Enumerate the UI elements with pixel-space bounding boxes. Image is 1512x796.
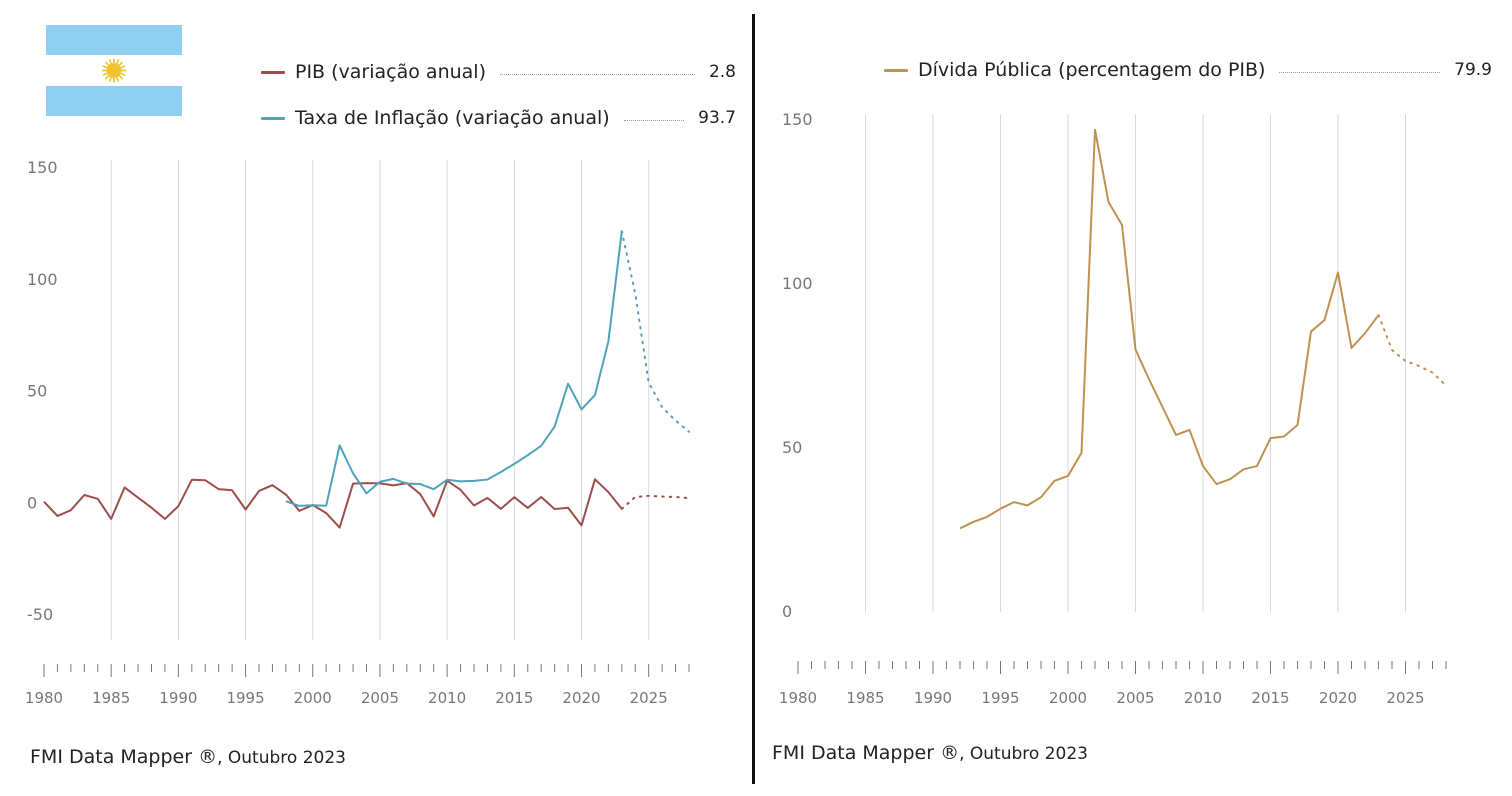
x-tick-label: 2015	[495, 689, 533, 707]
x-tick-label: 2005	[1116, 689, 1154, 707]
x-tick-label: 1990	[159, 689, 197, 707]
x-tick-label: 1990	[914, 689, 952, 707]
x-tick-label: 1985	[846, 689, 884, 707]
y-tick-label: 0	[27, 493, 37, 512]
chart-growth-inflation: 1980 1985 1990 1995 2000 2005 2010 2015 2020 2025…	[25, 158, 690, 707]
footer-date: , Outubro 2023	[959, 744, 1088, 764]
x-tick-label: 1995	[981, 689, 1019, 707]
y-tick-label: 150	[27, 158, 58, 177]
y-tick-label: 50	[27, 382, 47, 401]
legend-value-inflation: 93.7	[698, 108, 736, 128]
x-tick-label: 2010	[1184, 689, 1222, 707]
panel-divider	[752, 14, 755, 784]
y-tick-label: 100	[27, 270, 58, 289]
x-tick-label: 2020	[562, 689, 600, 707]
legend-value-pib: 2.8	[708, 62, 736, 82]
y-tick-label: 150	[782, 110, 813, 129]
series-projection-line	[620, 494, 690, 510]
footer-source: FMI Data Mapper ®	[30, 746, 218, 768]
y-tick-label: -50	[27, 605, 53, 624]
x-tick-label: 1985	[92, 689, 130, 707]
x-tick-label: 1980	[779, 689, 817, 707]
x-tick-label: 2010	[428, 689, 466, 707]
argentina-flag-icon	[46, 25, 182, 116]
x-tick-label: 2025	[1386, 689, 1424, 707]
footer-date: , Outubro 2023	[217, 748, 346, 768]
legend-leader-dots	[1279, 71, 1441, 73]
legend-leader-dots	[499, 73, 695, 75]
legend-item-inflation: Taxa de Inflação (variação anual) 93.7	[261, 103, 736, 133]
legend-item-debt: Dívida Pública (percentagem do PIB) 79.9	[884, 55, 1492, 85]
x-tick-label: 2005	[361, 689, 399, 707]
legend-label-debt: Dívida Pública (percentagem do PIB)	[918, 59, 1266, 81]
legend-swatch-inflation	[261, 116, 285, 120]
source-footer-left: FMI Data Mapper ®, Outubro 2023	[30, 746, 346, 768]
legend-label-pib: PIB (variação anual)	[295, 61, 486, 83]
series-projection-line	[1377, 314, 1447, 387]
x-tick-label: 2020	[1319, 689, 1357, 707]
source-footer-right: FMI Data Mapper ®, Outubro 2023	[772, 742, 1088, 764]
footer-source: FMI Data Mapper ®	[772, 742, 960, 764]
x-tick-label: 2000	[1049, 689, 1087, 707]
legend-swatch-debt	[884, 68, 908, 72]
x-tick-label: 1980	[25, 689, 63, 707]
x-tick-label: 2000	[294, 689, 332, 707]
legend-swatch-pib	[261, 70, 285, 74]
y-tick-label: 100	[782, 274, 813, 293]
series-projection-line	[620, 230, 690, 433]
series-line	[959, 128, 1380, 530]
y-tick-label: 0	[782, 602, 792, 621]
legend-label-inflation: Taxa de Inflação (variação anual)	[295, 107, 610, 129]
y-tick-label: 50	[782, 438, 802, 457]
legend-value-debt: 79.9	[1454, 60, 1492, 80]
series-line	[43, 478, 623, 529]
legend-leader-dots	[623, 119, 685, 121]
x-tick-label: 2025	[630, 689, 668, 707]
x-tick-label: 2015	[1251, 689, 1289, 707]
x-tick-label: 1995	[226, 689, 264, 707]
chart-public-debt: 1980 1985 1990 1995 2000 2005 2010 2015 2020 2025…	[779, 110, 1447, 707]
series-line	[285, 231, 623, 507]
legend-item-pib: PIB (variação anual) 2.8	[261, 57, 736, 87]
